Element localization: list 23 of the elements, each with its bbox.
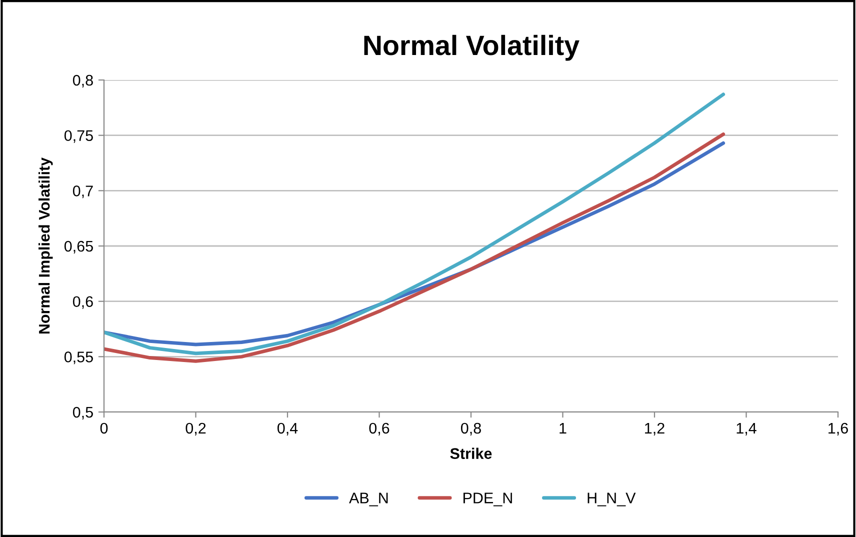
y-axis-title: Normal Implied Volatility — [38, 158, 53, 334]
x-tick-label: 0,8 — [460, 422, 481, 436]
x-tick-label: 0,4 — [277, 422, 298, 436]
legend-label: PDE_N — [464, 492, 512, 506]
x-tick-label: 1 — [560, 422, 566, 434]
x-tick-label: 1,2 — [645, 422, 664, 436]
x-tick-label: 0,6 — [369, 422, 390, 436]
x-tick-label: 1,6 — [828, 422, 848, 436]
legend-label: AB_N — [349, 492, 388, 506]
y-tick-label: 0,8 — [72, 74, 93, 88]
y-tick-label: 0,5 — [72, 406, 93, 420]
y-tick-label: 0,65 — [64, 240, 93, 254]
x-tick-label: 0,2 — [186, 422, 206, 436]
y-tick-label: 0,55 — [64, 352, 93, 364]
y-tick-label: 0,6 — [72, 296, 93, 309]
line-series — [104, 92, 726, 356]
x-tick-label: 0 — [100, 422, 108, 434]
y-tick-label: 0,7 — [72, 186, 93, 198]
legend-label: H_N_V — [588, 492, 636, 506]
chart-title: Normal Volatility — [364, 34, 580, 61]
y-tick-label: 0,75 — [64, 130, 93, 143]
x-axis-title: Strike — [450, 448, 492, 459]
x-tick-label: 1,4 — [736, 422, 756, 436]
